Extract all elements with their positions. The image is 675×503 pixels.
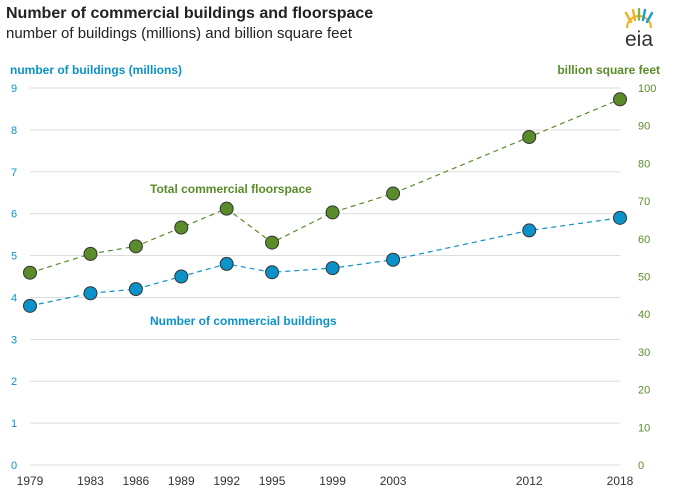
x-tick-label: 1995 <box>259 474 286 488</box>
chart-subtitle: number of buildings (millions) and billi… <box>6 25 353 42</box>
y-right-tick-label: 40 <box>638 309 650 321</box>
floorspace-point <box>386 186 401 201</box>
buildings-point <box>265 265 280 280</box>
buildings-point <box>23 298 37 313</box>
x-tick-label: 2018 <box>607 474 634 488</box>
x-tick-label: 2012 <box>516 474 543 488</box>
floorspace-point <box>128 239 143 254</box>
floorspace-point <box>174 220 189 235</box>
buildings-point <box>83 286 98 301</box>
floorspace-point <box>265 235 280 250</box>
floorspace-annotation: Total commercial floorspace <box>150 182 312 196</box>
series-line-buildings <box>29 217 621 307</box>
logo-text: eia <box>625 28 653 50</box>
series-line-floorspace <box>29 98 621 274</box>
y-right-tick-label: 0 <box>638 460 644 472</box>
y-right-tick-label: 50 <box>638 272 650 284</box>
x-tick-label: 2003 <box>380 474 407 488</box>
buildings-point <box>613 210 627 225</box>
chart-title: Number of commercial buildings and floor… <box>6 5 374 22</box>
floorspace-point <box>522 130 537 145</box>
y-right-tick-label: 30 <box>638 347 650 359</box>
floorspace-point <box>219 201 234 216</box>
buildings-point <box>128 282 143 297</box>
y-right-tick-label: 60 <box>638 234 650 246</box>
y-left-tick-label: 4 <box>11 292 17 304</box>
y-left-tick-label: 3 <box>11 334 17 346</box>
eia-logo: eia <box>624 8 654 50</box>
y-left-tick-label: 9 <box>11 83 17 95</box>
y-left-axis-label: number of buildings (millions) <box>10 63 182 77</box>
y-left-tick-label: 7 <box>11 167 17 179</box>
y-left-tick-label: 6 <box>11 209 17 221</box>
x-tick-label: 1979 <box>17 474 44 488</box>
y-left-tick-label: 5 <box>11 251 17 263</box>
floorspace-point <box>613 92 627 107</box>
y-left-tick-label: 0 <box>11 460 17 472</box>
x-tick-label: 1986 <box>123 474 150 488</box>
floorspace-point <box>83 246 98 261</box>
y-left-tick-label: 8 <box>11 125 17 137</box>
y-right-tick-label: 80 <box>638 158 650 170</box>
x-tick-label: 1999 <box>319 474 346 488</box>
x-tick-label: 1983 <box>77 474 104 488</box>
y-right-tick-label: 20 <box>638 385 650 397</box>
floorspace-point <box>325 205 340 220</box>
floorspace-point <box>23 265 37 280</box>
buildings-annotation: Number of commercial buildings <box>150 314 337 328</box>
buildings-point <box>522 223 537 238</box>
y-left-tick-label: 1 <box>11 418 17 430</box>
buildings-point <box>325 261 340 276</box>
y-right-tick-label: 70 <box>638 196 650 208</box>
sun-icon <box>624 8 654 29</box>
y-right-tick-label: 100 <box>638 83 656 95</box>
x-tick-label: 1989 <box>168 474 195 488</box>
y-right-tick-label: 10 <box>638 422 650 434</box>
buildings-point <box>386 252 401 267</box>
y-right-tick-label: 90 <box>638 121 650 133</box>
buildings-point <box>219 256 234 271</box>
x-tick-label: 1992 <box>213 474 240 488</box>
buildings-point <box>174 269 189 284</box>
y-left-tick-label: 2 <box>11 376 17 388</box>
y-right-axis-label: billion square feet <box>557 63 660 77</box>
